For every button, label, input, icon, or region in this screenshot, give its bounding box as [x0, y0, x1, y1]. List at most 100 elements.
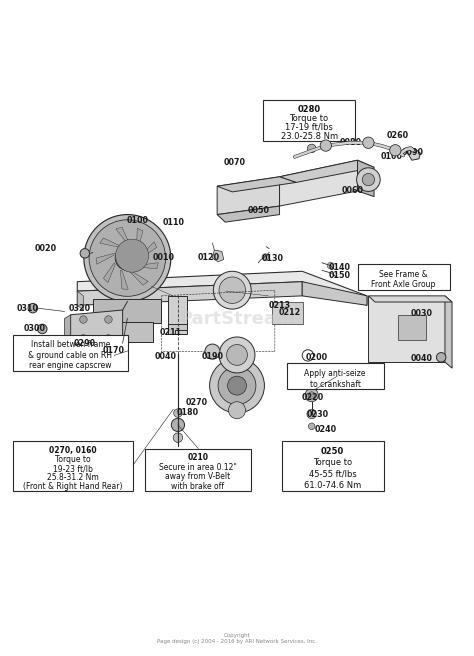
Circle shape [122, 253, 133, 263]
Circle shape [116, 239, 149, 272]
Text: 0110: 0110 [162, 218, 184, 226]
Polygon shape [137, 228, 143, 249]
FancyBboxPatch shape [145, 449, 251, 491]
Circle shape [390, 144, 401, 156]
Text: 0100: 0100 [381, 152, 403, 161]
Circle shape [89, 220, 165, 297]
Circle shape [173, 433, 182, 442]
Circle shape [80, 335, 87, 342]
Polygon shape [357, 160, 374, 197]
Text: 0130: 0130 [262, 254, 283, 262]
Circle shape [205, 344, 220, 359]
FancyBboxPatch shape [101, 322, 154, 342]
Text: 0240: 0240 [315, 425, 337, 434]
Text: PartStream: PartStream [179, 310, 295, 327]
Circle shape [80, 249, 90, 258]
Text: 0120: 0120 [198, 253, 220, 262]
FancyBboxPatch shape [12, 441, 133, 491]
Circle shape [437, 352, 446, 362]
Circle shape [327, 262, 334, 269]
Text: 0200: 0200 [305, 353, 328, 362]
Text: 0140: 0140 [329, 263, 351, 272]
Text: Apply anti-seize: Apply anti-seize [304, 369, 366, 378]
Text: 0170: 0170 [103, 346, 125, 355]
Text: 0212: 0212 [279, 308, 301, 318]
Polygon shape [273, 302, 303, 324]
Circle shape [309, 423, 315, 430]
Text: Torque to: Torque to [313, 459, 352, 468]
Text: 0300: 0300 [24, 325, 46, 333]
Polygon shape [280, 160, 357, 206]
FancyBboxPatch shape [282, 441, 383, 491]
FancyBboxPatch shape [287, 363, 383, 390]
Text: 0080: 0080 [339, 138, 362, 147]
Text: 0040: 0040 [410, 354, 432, 363]
Text: 0213: 0213 [268, 301, 291, 310]
Circle shape [213, 272, 251, 309]
Circle shape [105, 335, 112, 342]
Polygon shape [168, 296, 187, 334]
Text: 0060: 0060 [342, 186, 364, 195]
Polygon shape [302, 281, 367, 305]
Circle shape [219, 337, 255, 373]
Text: 0230: 0230 [306, 409, 328, 419]
Circle shape [115, 246, 139, 270]
Text: 0320: 0320 [69, 304, 91, 313]
Circle shape [362, 173, 374, 186]
Text: Torque to: Torque to [290, 113, 328, 123]
Text: 0210: 0210 [188, 453, 209, 462]
Text: 0010: 0010 [153, 253, 175, 262]
FancyBboxPatch shape [263, 100, 355, 141]
Polygon shape [217, 176, 296, 192]
Polygon shape [398, 315, 426, 340]
Circle shape [228, 401, 246, 419]
Text: 0310: 0310 [17, 304, 39, 313]
Polygon shape [116, 227, 130, 244]
Circle shape [105, 316, 112, 323]
Text: 45-55 ft/lbs: 45-55 ft/lbs [309, 470, 356, 479]
Text: 0190: 0190 [201, 352, 223, 361]
Circle shape [227, 344, 247, 365]
Polygon shape [130, 271, 148, 285]
Text: 17-19 ft/lbs: 17-19 ft/lbs [285, 123, 333, 132]
Text: 0100: 0100 [127, 216, 149, 225]
Polygon shape [120, 270, 128, 289]
Polygon shape [406, 150, 420, 160]
Text: (Front & Right Hand Rear): (Front & Right Hand Rear) [23, 482, 122, 491]
Text: & ground cable on RH: & ground cable on RH [28, 351, 112, 359]
Text: 0020: 0020 [35, 244, 57, 253]
Text: 0090: 0090 [402, 148, 424, 157]
Polygon shape [141, 241, 157, 258]
Polygon shape [445, 296, 452, 368]
Text: Front Axle Group: Front Axle Group [372, 280, 436, 289]
Polygon shape [280, 160, 374, 182]
Circle shape [210, 358, 264, 413]
Text: 0040: 0040 [155, 352, 177, 361]
Polygon shape [217, 206, 280, 222]
Text: to crankshaft: to crankshaft [310, 380, 361, 388]
Text: 0030: 0030 [410, 310, 432, 318]
Circle shape [305, 388, 318, 401]
Circle shape [80, 316, 87, 323]
Text: 0250: 0250 [321, 447, 344, 457]
Text: 0270: 0270 [186, 398, 208, 407]
Polygon shape [96, 253, 114, 264]
Text: with brake off: with brake off [172, 482, 225, 491]
Polygon shape [217, 176, 280, 215]
Text: 19-23 ft/lb: 19-23 ft/lb [53, 464, 93, 473]
FancyBboxPatch shape [12, 335, 128, 371]
Text: away from V-Belt: away from V-Belt [165, 472, 231, 482]
Circle shape [173, 409, 182, 417]
Circle shape [218, 367, 256, 405]
Polygon shape [212, 250, 224, 262]
Polygon shape [77, 291, 83, 310]
Text: 0070: 0070 [224, 158, 246, 167]
Text: Install betwen frame: Install betwen frame [31, 340, 110, 350]
FancyBboxPatch shape [357, 264, 450, 290]
Polygon shape [138, 262, 158, 269]
Circle shape [363, 137, 374, 148]
Text: 0270, 0160: 0270, 0160 [49, 446, 97, 455]
Circle shape [320, 140, 331, 152]
Text: 0220: 0220 [301, 394, 324, 402]
Circle shape [28, 304, 37, 313]
